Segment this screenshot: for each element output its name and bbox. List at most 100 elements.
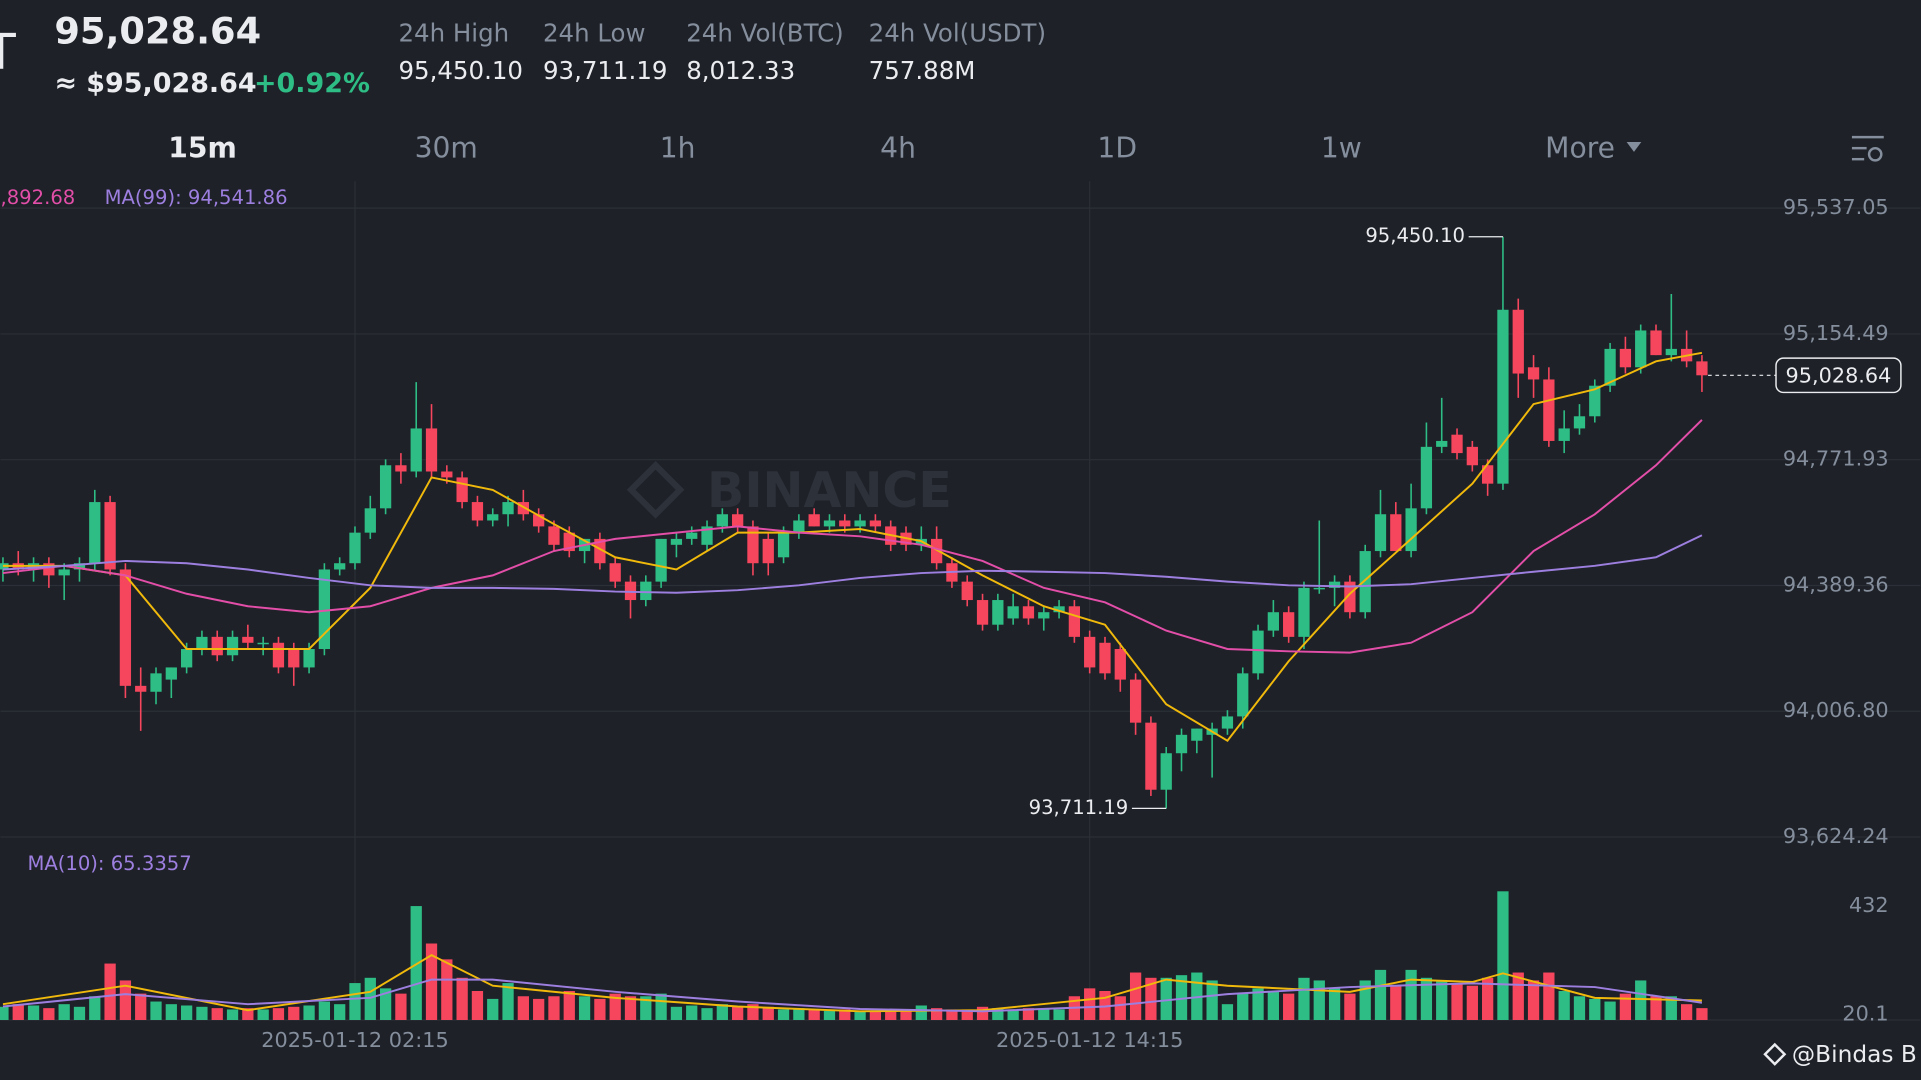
volume-bar <box>624 996 637 1020</box>
candle-body <box>823 520 836 527</box>
volume-bar <box>1129 972 1142 1020</box>
volume-bar <box>257 1009 269 1020</box>
volume-bar <box>992 1008 1004 1020</box>
candle-body <box>609 563 621 582</box>
footer-text: @Bindas B <box>1792 1041 1917 1068</box>
candle-body <box>869 520 882 527</box>
stat-label: 24h Low <box>543 18 646 47</box>
candle-body <box>135 685 147 692</box>
timeframe-tab[interactable]: More <box>1545 131 1615 164</box>
candle-body <box>349 532 361 564</box>
ma-line <box>2 534 1703 594</box>
timeframe-tabs: 15m 30m 1h 4h 1D 1w More <box>168 131 1615 164</box>
ma-label: MA(99): 94,541.86 <box>105 186 288 209</box>
volume-bar <box>1084 988 1096 1020</box>
candle-body <box>808 514 820 527</box>
candle-body <box>1604 348 1616 386</box>
candle-body <box>1482 465 1494 484</box>
candle-body <box>762 538 774 564</box>
volume-bar <box>1589 998 1601 1020</box>
candle-body <box>1512 309 1524 374</box>
candle-body <box>1527 367 1540 380</box>
timeframe-tab[interactable]: 1w <box>1321 131 1362 164</box>
candle-body <box>89 502 101 564</box>
volume-bar <box>1114 996 1126 1020</box>
settings-icon[interactable] <box>1851 135 1884 162</box>
candle-body <box>288 649 300 668</box>
volume-bar <box>1374 969 1387 1020</box>
candle-body <box>976 600 989 625</box>
volume-bar <box>885 1009 897 1020</box>
candle-body <box>150 673 162 692</box>
volume-bar <box>1237 993 1249 1020</box>
candle-body <box>1191 728 1203 741</box>
candle-body <box>43 563 55 576</box>
volume-bar <box>73 1006 86 1020</box>
candle-body <box>1420 446 1433 509</box>
volume-bar <box>517 996 529 1020</box>
volume-bar <box>1527 980 1540 1020</box>
timeframe-tab[interactable]: 1h <box>660 131 696 164</box>
volume-bar <box>1619 993 1632 1020</box>
candle-body <box>961 581 973 601</box>
volume-bar <box>89 996 101 1020</box>
volume-bar <box>732 1006 744 1020</box>
candle-body <box>1038 612 1050 619</box>
candle-body <box>1665 348 1677 356</box>
candle-body <box>104 502 116 570</box>
candle-body <box>1344 581 1356 613</box>
candle-body <box>379 465 392 509</box>
volume-bar <box>58 1004 70 1020</box>
volume-bar <box>27 1005 40 1020</box>
volume-bar <box>1298 977 1310 1020</box>
candle-body <box>624 581 637 601</box>
volume-bar <box>808 1009 820 1020</box>
volume-bar <box>915 1005 927 1020</box>
more-caret[interactable] <box>1626 142 1642 152</box>
timeframe-tab[interactable]: 1D <box>1097 131 1137 164</box>
volume-bar <box>1328 988 1341 1020</box>
volume-bar <box>1099 990 1111 1020</box>
volume-bar <box>609 993 621 1020</box>
volume-bar <box>1022 1008 1035 1020</box>
volume-bar <box>1451 983 1463 1020</box>
timeframe-tab[interactable]: 4h <box>880 131 916 164</box>
volume-bar <box>288 1006 300 1020</box>
candle-body <box>517 502 529 515</box>
footer-logo <box>1763 1042 1787 1066</box>
stat-value: 93,711.19 <box>543 56 668 85</box>
candle-body <box>1175 734 1188 754</box>
volume-bar <box>1604 1001 1616 1020</box>
volume-bar <box>1436 980 1448 1020</box>
timeframe-tab[interactable]: 30m <box>415 131 478 164</box>
candle-body <box>180 649 193 668</box>
volume-bar <box>1512 972 1524 1020</box>
candle-body <box>1267 612 1279 631</box>
volume-bar <box>1313 980 1325 1020</box>
candle-body <box>701 526 713 545</box>
candle-body <box>594 538 606 564</box>
candle-body <box>655 538 667 582</box>
volume-bar <box>364 977 376 1020</box>
volume-bar <box>747 1004 759 1020</box>
stat-label: 24h Vol(USDT) <box>869 18 1046 47</box>
volume-bar <box>180 1005 193 1020</box>
last-price: 95,028.64 <box>54 10 261 53</box>
symbol-fragment: T <box>0 24 17 81</box>
candle-body <box>777 532 790 558</box>
volume-bar <box>686 1005 698 1020</box>
volume-bar <box>777 1009 790 1020</box>
volume-bar <box>655 993 667 1020</box>
volume-bar <box>869 1010 882 1020</box>
volume-bar <box>487 998 499 1020</box>
stat-label: 24h High <box>398 18 509 47</box>
timeframe-tab[interactable]: 15m <box>168 131 237 164</box>
annotation-label: 93,711.19 <box>1029 796 1129 819</box>
candle-body <box>1022 606 1035 619</box>
volume-bar <box>349 983 361 1020</box>
volume-bar <box>1038 1009 1050 1020</box>
candle-body <box>119 569 132 686</box>
